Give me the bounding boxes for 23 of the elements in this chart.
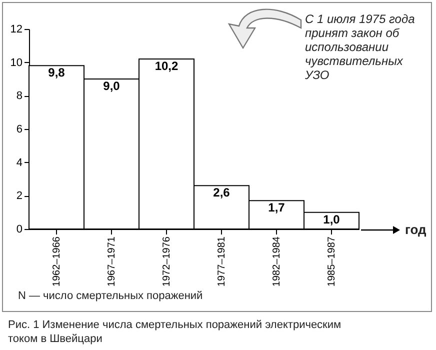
data-label: 1,7: [268, 200, 286, 215]
x-tick-label: 1972–1976: [162, 236, 172, 287]
x-tick-label: 1982–1984: [272, 236, 282, 287]
y-tick-label: 0: [16, 224, 22, 236]
x-axis-title: год: [405, 222, 426, 237]
x-tick-label: 1962–1966: [52, 236, 62, 287]
y-tick-label: 10: [10, 56, 22, 69]
data-label: 1,0: [323, 212, 340, 226]
data-label: 9,0: [103, 79, 120, 93]
data-label: 2,6: [213, 186, 230, 200]
data-label: 9,8: [48, 66, 66, 80]
data-label: 10,2: [154, 59, 178, 73]
y-tick-label: 6: [16, 124, 22, 136]
y-tick-label: 4: [16, 156, 22, 169]
annotation: С 1 июля 1975 года принят закон об использовании чувствительных УЗО: [305, 12, 416, 82]
x-tick-label: 1977–1981: [216, 236, 228, 287]
x-tick-label: 1985–1987: [326, 236, 338, 287]
text: N — число смертельных поражений: [18, 290, 203, 302]
y-tick-label: 2: [16, 190, 22, 202]
y-tick-label: 8: [16, 90, 22, 102]
y-tick-label: 12: [10, 24, 22, 36]
text: Рис. 1 Изменение числа смертельных поражений электрическим током в Швейцари: [8, 318, 342, 346]
x-tick-label: 1967–1971: [106, 236, 118, 287]
